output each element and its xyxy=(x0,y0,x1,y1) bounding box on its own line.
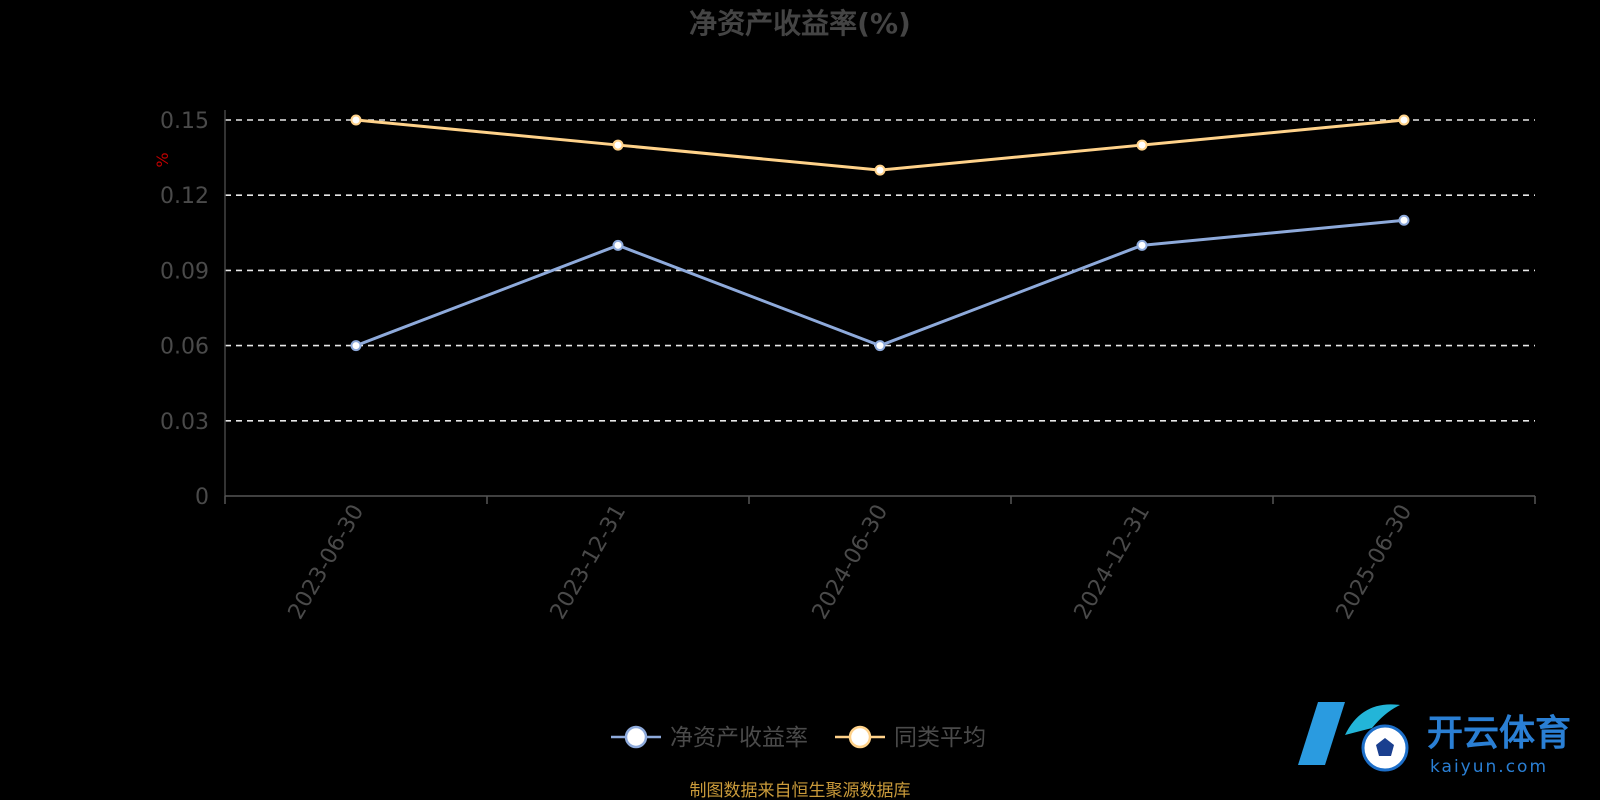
soccer-ball-patch xyxy=(1376,738,1394,756)
legend-marker-average xyxy=(848,725,872,749)
legend-marker-roe xyxy=(624,725,648,749)
legend: 净资产收益率 同类平均 xyxy=(611,725,986,751)
series-1-point[interactable] xyxy=(1136,139,1148,151)
y-tick-label: 0.03 xyxy=(160,410,209,435)
y-tick-label: 0.06 xyxy=(160,335,209,360)
series-layer xyxy=(350,114,1410,352)
watermark-logo: 开云体育 kaiyun.com xyxy=(1298,702,1571,777)
series-0-point[interactable] xyxy=(612,239,624,251)
y-tick-label: 0.12 xyxy=(160,184,209,209)
legend-item-average[interactable]: 同类平均 xyxy=(835,725,986,751)
axis-layer xyxy=(224,110,1536,504)
series-line-1 xyxy=(355,118,1405,172)
x-tick-label: 2024-06-30 xyxy=(808,501,894,624)
watermark-name: 开云体育 xyxy=(1427,713,1571,754)
y-axis-unit-label: % xyxy=(153,152,172,167)
legend-label-average: 同类平均 xyxy=(894,725,986,751)
series-0-point[interactable] xyxy=(350,340,362,352)
series-0-point[interactable] xyxy=(1136,239,1148,251)
data-source-note: 制图数据来自恒生聚源数据库 xyxy=(690,781,911,800)
series-line-0 xyxy=(355,218,1405,348)
series-1-point[interactable] xyxy=(612,139,624,151)
x-tick-label: 2023-12-31 xyxy=(546,501,632,624)
series-0-point[interactable] xyxy=(1398,214,1410,226)
series-1-point[interactable] xyxy=(350,114,362,126)
y-tick-label: 0 xyxy=(195,485,209,510)
series-0-point[interactable] xyxy=(874,340,886,352)
legend-label-roe: 净资产收益率 xyxy=(670,725,808,751)
chart-title: 净资产收益率(%) xyxy=(689,7,911,40)
series-1-point[interactable] xyxy=(1398,114,1410,126)
x-tick-label: 2025-06-30 xyxy=(1332,501,1418,624)
series-1-point[interactable] xyxy=(874,164,886,176)
y-tick-label: 0.09 xyxy=(160,259,209,284)
x-tick-labels: 2023-06-30 2023-12-31 2024-06-30 2024-12-31… xyxy=(284,501,1418,624)
logo-k-arm xyxy=(1345,704,1400,735)
y-tick-label: 0.15 xyxy=(160,109,209,134)
legend-item-roe[interactable]: 净资产收益率 xyxy=(611,725,808,751)
x-tick-label: 2023-06-30 xyxy=(284,501,370,624)
y-tick-labels: 0 0.03 0.06 0.09 0.12 0.15 xyxy=(160,109,209,510)
x-tick-label: 2024-12-31 xyxy=(1070,501,1156,624)
watermark-domain: kaiyun.com xyxy=(1430,757,1548,777)
logo-k-stem xyxy=(1298,702,1345,765)
